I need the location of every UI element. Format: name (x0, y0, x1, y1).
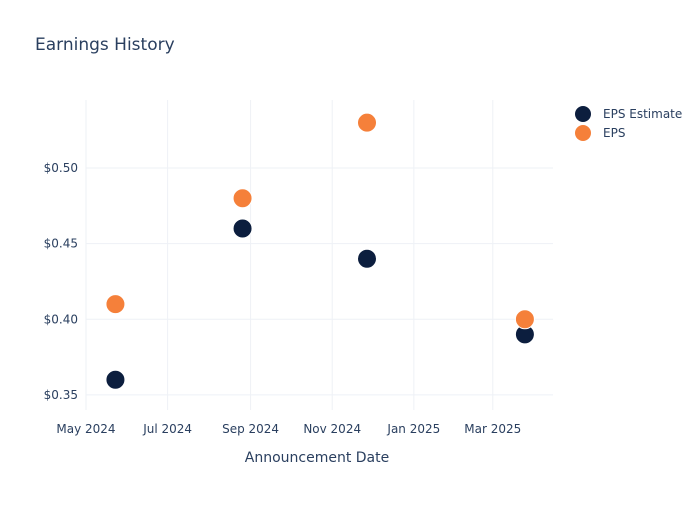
y-axis-ticks: $0.35 $0.40 $0.45 $0.50 (44, 161, 78, 402)
grid-layer (85, 100, 553, 410)
legend-marker (575, 106, 591, 122)
y-tick-label: $0.50 (44, 161, 78, 175)
x-tick-label: Jan 2025 (386, 422, 440, 436)
y-tick-label: $0.40 (44, 312, 78, 326)
data-point[interactable] (357, 112, 378, 133)
x-tick-label: May 2024 (56, 422, 115, 436)
y-tick-label: $0.45 (44, 237, 78, 251)
legend[interactable]: EPS Estimate EPS (575, 106, 682, 141)
legend-label: EPS (603, 126, 625, 140)
data-point[interactable] (232, 188, 253, 209)
x-axis-title: Announcement Date (245, 450, 389, 466)
data-point[interactable] (514, 309, 535, 330)
series-eps-estimate (105, 218, 535, 390)
chart-title: Earnings History (35, 35, 175, 55)
data-point[interactable] (105, 294, 126, 315)
legend-item[interactable]: EPS (575, 125, 625, 141)
legend-label: EPS Estimate (603, 107, 682, 121)
legend-item[interactable]: EPS Estimate (575, 106, 682, 122)
data-points (105, 112, 535, 390)
y-tick-label: $0.35 (44, 388, 78, 402)
x-tick-label: Nov 2024 (303, 422, 361, 436)
x-tick-label: Jul 2024 (142, 422, 192, 436)
data-point[interactable] (232, 218, 253, 239)
x-tick-label: Sep 2024 (222, 422, 279, 436)
data-point[interactable] (105, 369, 126, 390)
legend-marker (575, 125, 591, 141)
series-eps (105, 112, 535, 330)
x-axis-ticks: May 2024 Jul 2024 Sep 2024 Nov 2024 Jan 2025… (56, 422, 521, 436)
x-tick-label: Mar 2025 (464, 422, 521, 436)
data-point[interactable] (357, 248, 378, 269)
